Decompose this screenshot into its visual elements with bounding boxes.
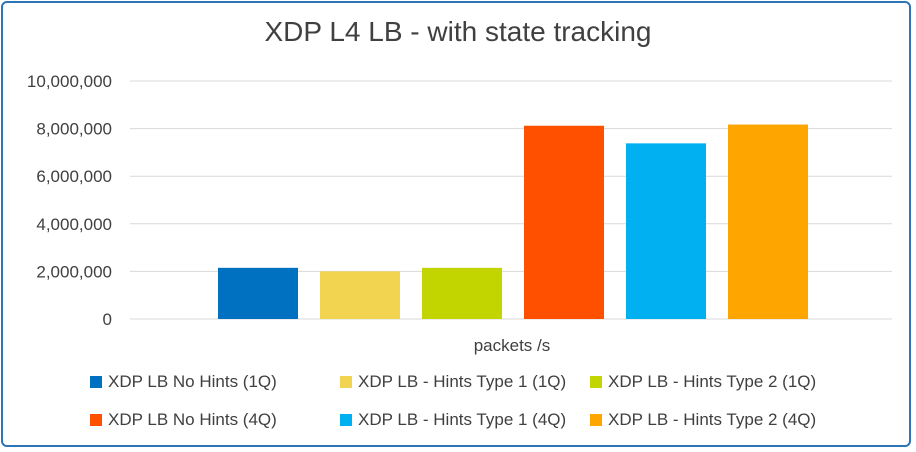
legend-label: XDP LB - Hints Type 2 (4Q) [608, 410, 817, 429]
y-tick-label: 6,000,000 [36, 167, 112, 186]
y-tick-label: 4,000,000 [36, 215, 112, 234]
y-tick-label: 10,000,000 [27, 72, 112, 91]
y-tick-label: 0 [103, 310, 112, 329]
bar-2 [320, 271, 400, 319]
legend-label: XDP LB No Hints (4Q) [108, 410, 277, 429]
legend-label: XDP LB - Hints Type 1 (4Q) [358, 410, 567, 429]
legend-item: XDP LB - Hints Type 2 (1Q) [590, 372, 816, 392]
bar-4 [524, 125, 604, 319]
bar-5 [626, 143, 706, 319]
chart-title: XDP L4 LB - with state tracking [264, 16, 652, 47]
legend-label: XDP LB No Hints (1Q) [108, 372, 277, 391]
legend-item: XDP LB No Hints (4Q) [90, 410, 277, 430]
legend-swatch [340, 376, 352, 388]
x-axis-label: packets /s [474, 336, 551, 355]
legend-item: XDP LB - Hints Type 2 (4Q) [590, 410, 816, 430]
legend-item: XDP LB - Hints Type 1 (4Q) [340, 410, 566, 430]
legend-label: XDP LB - Hints Type 2 (1Q) [608, 372, 817, 391]
legend-item: XDP LB - Hints Type 1 (1Q) [340, 372, 566, 392]
bar-3 [422, 267, 502, 319]
y-tick-label: 8,000,000 [36, 120, 112, 139]
legend-item: XDP LB No Hints (1Q) [90, 372, 277, 392]
legend-swatch [590, 414, 602, 426]
legend-swatch [590, 376, 602, 388]
y-tick-label: 2,000,000 [36, 262, 112, 281]
bar-6 [728, 124, 808, 319]
legend-swatch [340, 414, 352, 426]
legend-label: XDP LB - Hints Type 1 (1Q) [358, 372, 567, 391]
legend-swatch [90, 414, 102, 426]
legend-swatch [90, 376, 102, 388]
bar-1 [218, 267, 298, 319]
